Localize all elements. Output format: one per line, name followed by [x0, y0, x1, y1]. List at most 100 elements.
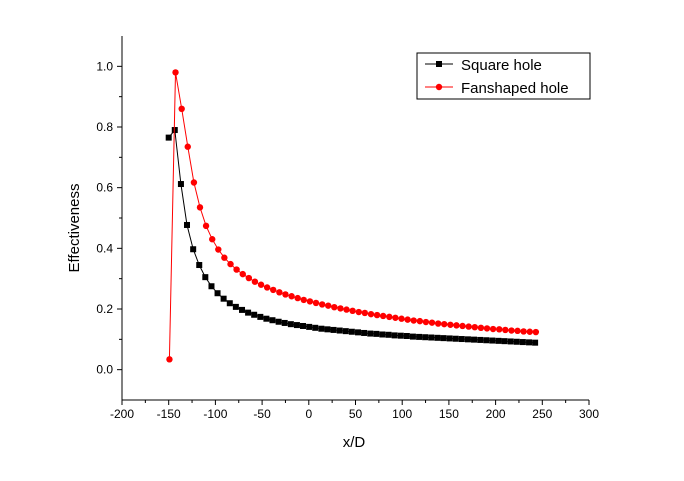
data-point — [184, 143, 191, 150]
data-point — [532, 328, 540, 336]
data-point — [367, 330, 374, 337]
data-point — [166, 356, 173, 363]
data-point — [177, 181, 184, 188]
data-point — [422, 318, 430, 326]
data-point — [306, 323, 313, 330]
x-tick-label: 200 — [486, 407, 506, 421]
x-tick-label: 300 — [579, 407, 599, 421]
data-point — [379, 312, 387, 320]
data-point — [477, 324, 485, 332]
x-tick-label: 0 — [305, 407, 312, 421]
data-point — [202, 274, 209, 281]
y-tick-label: 0.6 — [96, 181, 113, 195]
data-point — [361, 309, 369, 317]
data-point — [294, 294, 301, 302]
data-point — [306, 298, 314, 305]
data-point — [379, 331, 386, 338]
x-tick-label: 100 — [392, 407, 412, 421]
data-point — [172, 69, 179, 76]
data-point — [348, 328, 355, 335]
data-point — [190, 179, 198, 186]
data-point — [270, 286, 277, 294]
data-point — [471, 324, 478, 331]
data-point — [526, 339, 533, 346]
data-point — [233, 266, 240, 273]
data-point — [447, 321, 454, 328]
data-point — [324, 326, 331, 333]
data-point — [391, 332, 398, 339]
data-point — [312, 299, 320, 307]
legend-marker-fanshaped — [435, 83, 443, 91]
data-point — [495, 337, 502, 344]
data-point — [325, 302, 332, 309]
data-point — [312, 324, 319, 331]
data-point — [165, 134, 172, 141]
data-point — [385, 331, 392, 338]
data-point — [519, 339, 526, 346]
series-fanshaped-hole — [166, 69, 540, 363]
data-point — [489, 337, 496, 344]
data-point — [209, 236, 216, 243]
data-point — [508, 327, 515, 334]
data-point — [513, 338, 520, 345]
data-point — [281, 319, 288, 326]
data-point — [202, 222, 210, 230]
data-point — [178, 105, 185, 113]
data-point — [263, 315, 270, 322]
data-point — [392, 314, 399, 321]
data-point — [483, 325, 491, 332]
data-point — [459, 322, 466, 330]
data-point — [464, 336, 471, 343]
legend-label-fanshaped: Fanshaped hole — [461, 80, 569, 97]
data-point — [342, 328, 349, 335]
legend-marker-square — [436, 61, 442, 67]
data-point — [232, 303, 239, 310]
x-axis-title: x/D — [343, 434, 366, 451]
data-point — [496, 326, 503, 333]
data-point — [501, 338, 508, 345]
data-point — [251, 311, 258, 318]
data-point — [318, 301, 326, 308]
data-point — [226, 300, 233, 307]
data-point — [514, 327, 521, 335]
data-point — [196, 204, 204, 211]
data-point — [502, 326, 509, 334]
x-tick-label: 250 — [532, 407, 552, 421]
data-point — [349, 307, 356, 315]
data-point — [245, 274, 253, 282]
data-point — [416, 333, 423, 340]
data-point — [269, 317, 276, 324]
x-tick-label: 150 — [439, 407, 459, 421]
data-point — [410, 317, 417, 324]
data-point — [355, 329, 362, 336]
data-point — [446, 335, 453, 342]
data-point — [404, 316, 411, 323]
data-point — [452, 335, 459, 342]
data-point — [282, 291, 289, 298]
data-point — [367, 310, 375, 318]
data-point — [428, 334, 435, 341]
data-point — [416, 317, 424, 325]
data-series — [165, 69, 540, 363]
data-point — [220, 295, 227, 302]
data-point — [409, 333, 416, 340]
x-tick-label: -100 — [203, 407, 227, 421]
y-axis-title: Effectiveness — [66, 184, 83, 273]
data-point — [398, 315, 405, 322]
legend-box — [416, 52, 591, 100]
data-point — [276, 289, 283, 296]
data-point — [343, 306, 350, 313]
axis-ticks: -200 -150 -100 -50 0 50 100 150 200 250 300 0.0 0.2 0… — [96, 59, 599, 421]
data-point — [428, 319, 436, 326]
data-point — [300, 296, 307, 304]
data-point — [373, 311, 381, 319]
x-tick-label: -50 — [253, 407, 271, 421]
data-point — [434, 334, 441, 341]
data-point — [434, 320, 442, 327]
data-point — [465, 323, 472, 330]
x-tick-label: -200 — [110, 407, 134, 421]
y-tick-label: 0.0 — [96, 363, 113, 377]
data-point — [257, 281, 265, 288]
legend: Square hole Fanshaped hole — [416, 52, 591, 100]
data-point — [196, 262, 203, 269]
